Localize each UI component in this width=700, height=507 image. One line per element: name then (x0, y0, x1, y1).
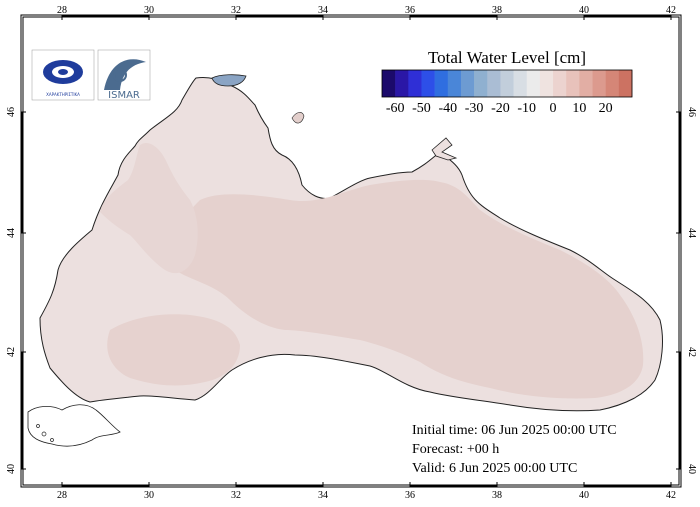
latitude-label: 42 (6, 347, 17, 357)
frame-segment (236, 15, 323, 17)
longitude-labels-bottom: 28 30 32 34 36 38 40 42 (57, 490, 676, 501)
latitude-label: 40 (6, 464, 17, 474)
legend-swatch (513, 70, 528, 97)
legend-swatch (618, 70, 633, 97)
frame-segment (584, 15, 671, 17)
frame-segment (21, 112, 23, 233)
latitude-label: 46 (686, 107, 697, 117)
longitude-label: 36 (405, 490, 415, 501)
black-sea (27, 74, 663, 447)
frame-segment (679, 112, 681, 233)
latitude-labels-right: 40 42 44 46 (686, 107, 697, 474)
legend-tick-label: -10 (517, 101, 536, 116)
legend-swatch (421, 70, 435, 97)
longitude-labels-top: 28 30 32 34 36 38 40 42 (57, 5, 676, 16)
forecast-info: Initial time: 06 Jun 2025 00:00 UTC Fore… (412, 423, 617, 476)
frame-segment (21, 352, 23, 469)
legend-swatch (487, 70, 501, 97)
longitude-label: 30 (144, 490, 154, 501)
sea-of-azov (211, 74, 247, 87)
legend-tick-label: -20 (491, 101, 510, 116)
legend-tick-label: 10 (572, 101, 586, 116)
longitude-label: 38 (492, 490, 502, 501)
map-frame (20, 14, 682, 488)
latitude-label: 44 (6, 228, 17, 238)
latitude-label: 42 (686, 347, 697, 357)
logo-left-swirl-core (58, 69, 68, 75)
legend-tick-label: 0 (550, 101, 557, 116)
frame-segment (679, 352, 681, 469)
longitude-label: 28 (57, 490, 67, 501)
longitude-label: 34 (318, 490, 328, 501)
legend-swatch (500, 70, 514, 97)
legend-colorbar-outline (381, 69, 633, 98)
legend-tick-label: -30 (465, 101, 484, 116)
legend-swatch (566, 70, 580, 97)
latitude-label: 40 (686, 464, 697, 474)
marmara-island (41, 431, 47, 437)
legend-swatch (474, 70, 488, 97)
longitude-label: 40 (579, 490, 589, 501)
frame-segment (410, 485, 497, 487)
legend-tick-label: -40 (438, 101, 457, 116)
initial-time: Initial time: 06 Jun 2025 00:00 UTC (412, 423, 617, 438)
longitude-label: 40 (579, 5, 589, 16)
level-region-high-west (100, 142, 198, 274)
legend-swatch (395, 70, 409, 97)
legend-swatch (579, 70, 593, 97)
frame-segment (584, 485, 671, 487)
marmara-island (50, 438, 54, 442)
legend-tick-label: -60 (386, 101, 405, 116)
legend-swatch (605, 70, 620, 97)
kerch-detail (431, 137, 458, 161)
legend-tick-labels: -60 -50 -40 -30 -20 -10 0 10 20 (386, 101, 613, 116)
longitude-label: 34 (318, 5, 328, 16)
longitude-label: 32 (231, 490, 241, 501)
longitude-label: 30 (144, 5, 154, 16)
legend-swatch (526, 70, 541, 97)
longitude-label: 28 (57, 5, 67, 16)
legend-swatch (539, 70, 554, 97)
latitude-label: 44 (686, 228, 697, 238)
logo-right-text: ISMAR (108, 90, 140, 101)
frame-segment (410, 15, 497, 17)
legend-swatch (434, 70, 449, 97)
longitude-label: 42 (666, 490, 676, 501)
logo-left-text: ΧΑΡΑΚΤΗΡΙΣΤΙΚΑ (46, 92, 80, 97)
legend-swatch (460, 70, 475, 97)
frame-segment (236, 485, 323, 487)
longitude-label: 38 (492, 5, 502, 16)
valid-time: Valid: 6 Jun 2025 00:00 UTC (412, 461, 577, 476)
logo-block: ΧΑΡΑΚΤΗΡΙΣΤΙΚΑ ISMAR (31, 49, 151, 101)
azov-inlet (291, 112, 305, 124)
level-region-high-south (107, 314, 240, 386)
legend-colorbar (381, 69, 633, 98)
latitude-labels-left: 40 42 44 46 (6, 107, 17, 474)
longitude-label: 36 (405, 5, 415, 16)
logo-right-ring (113, 68, 127, 82)
marmara-sea (27, 404, 121, 447)
forecast-step: Forecast: +00 h (412, 442, 499, 457)
legend-tick-label: -50 (412, 101, 431, 116)
legend-swatch (408, 70, 422, 97)
legend: Total Water Level [cm] -60 -50 -40 -30 -20 -1… (381, 48, 633, 116)
legend-swatch (447, 70, 462, 97)
legend-swatch (553, 70, 567, 97)
level-region-high (169, 179, 644, 399)
logo-right-wave (104, 59, 146, 90)
longitude-label: 42 (666, 5, 676, 16)
legend-swatch (592, 70, 606, 97)
latitude-label: 46 (6, 107, 17, 117)
legend-swatch (382, 70, 396, 97)
legend-tick-label: 20 (599, 101, 613, 116)
legend-title: Total Water Level [cm] (428, 48, 586, 67)
longitude-label: 32 (231, 5, 241, 16)
marmara-island (36, 424, 40, 428)
frame-segment (62, 485, 149, 487)
frame-segment (62, 15, 149, 17)
